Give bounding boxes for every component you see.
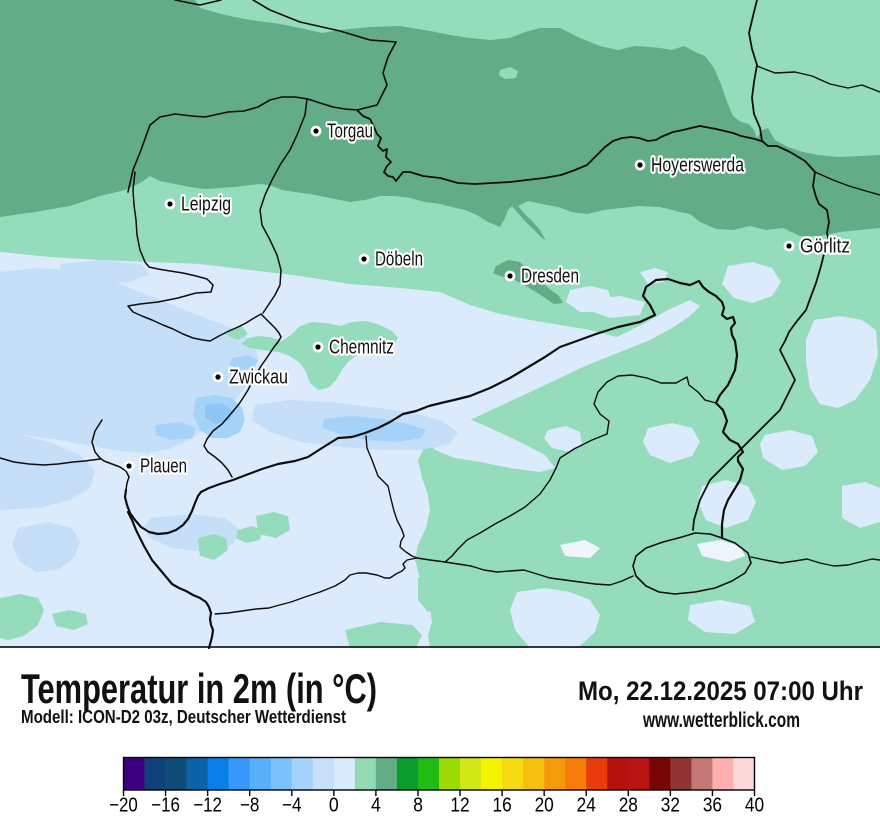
svg-text:36: 36 <box>703 795 722 817</box>
svg-text:−16: −16 <box>151 795 180 817</box>
svg-text:www.wetterblick.com: www.wetterblick.com <box>642 709 800 732</box>
svg-text:Plauen: Plauen <box>140 456 187 478</box>
svg-text:24: 24 <box>577 795 596 817</box>
svg-text:Modell: ICON-D2 03z, Deutscher: Modell: ICON-D2 03z, Deutscher Wetterdie… <box>21 707 346 727</box>
svg-text:20: 20 <box>535 795 554 817</box>
svg-text:Mo, 22.12.2025 07:00 Uhr: Mo, 22.12.2025 07:00 Uhr <box>578 676 863 706</box>
svg-text:Hoyerswerda: Hoyerswerda <box>651 155 745 177</box>
svg-text:0: 0 <box>329 795 339 817</box>
svg-text:Temperatur in 2m (in °C): Temperatur in 2m (in °C) <box>21 665 377 712</box>
svg-text:32: 32 <box>661 795 680 817</box>
svg-text:−4: −4 <box>282 795 302 817</box>
svg-text:Torgau: Torgau <box>327 121 373 143</box>
svg-text:Görlitz: Görlitz <box>800 236 850 258</box>
svg-text:4: 4 <box>371 795 381 817</box>
svg-text:Leipzig: Leipzig <box>181 194 231 216</box>
svg-text:12: 12 <box>450 795 469 817</box>
svg-text:Zwickau: Zwickau <box>229 367 288 389</box>
svg-text:−20: −20 <box>109 795 138 817</box>
svg-text:−8: −8 <box>240 795 260 817</box>
svg-text:Dresden: Dresden <box>521 266 579 288</box>
svg-text:40: 40 <box>745 795 764 817</box>
svg-text:Chemnitz: Chemnitz <box>329 337 394 359</box>
svg-text:−12: −12 <box>193 795 222 817</box>
svg-text:8: 8 <box>413 795 423 817</box>
svg-text:Döbeln: Döbeln <box>375 249 423 271</box>
svg-text:28: 28 <box>619 795 638 817</box>
svg-text:16: 16 <box>493 795 512 817</box>
